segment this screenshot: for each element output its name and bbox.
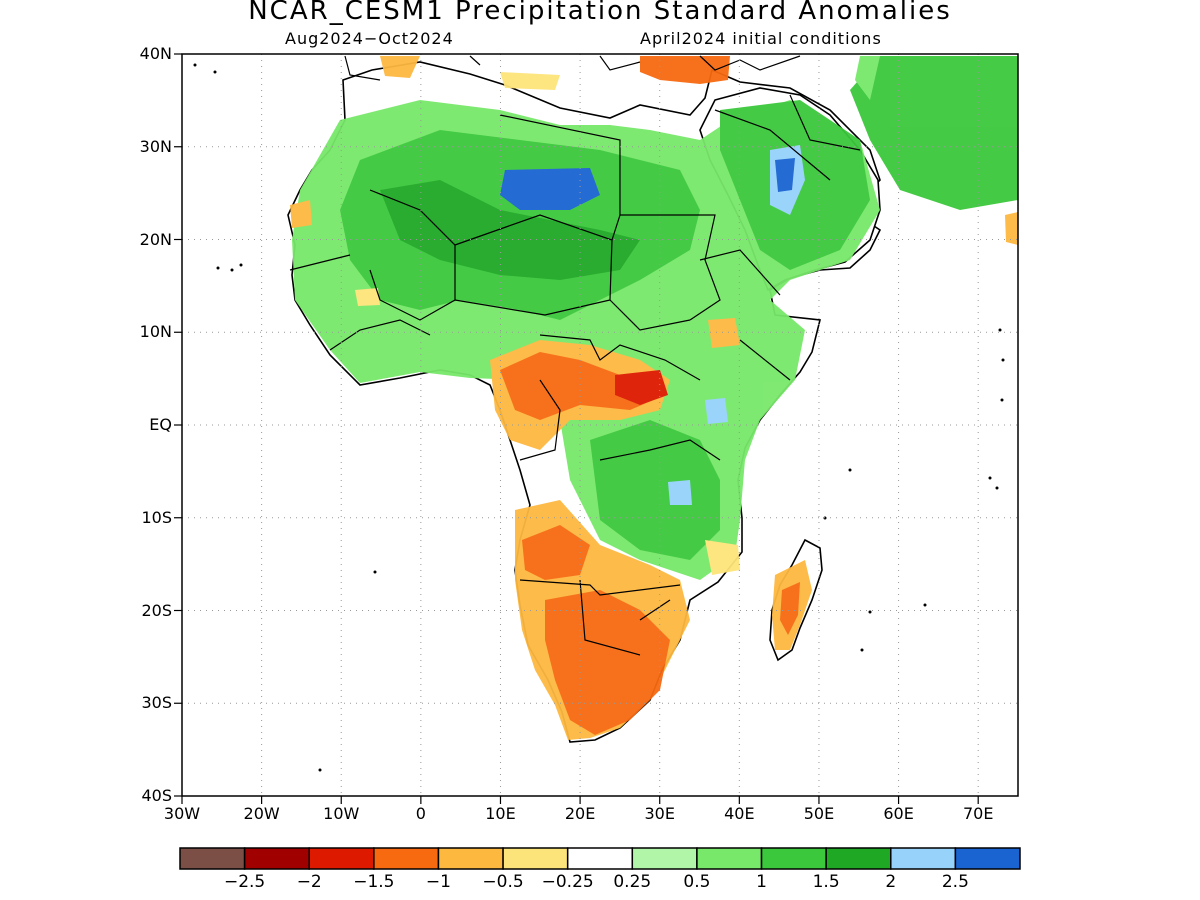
colorbar-swatch [631,847,698,870]
colorbar-swatch [566,847,634,870]
colorbar-label: 1 [756,872,767,892]
colorbar-swatch [696,847,763,870]
axis-ticks [174,53,979,804]
forecast-period: Aug2024−Oct2024 [285,29,454,48]
colorbar-label: 1.5 [812,872,840,892]
colorbar-label: −2.5 [223,872,266,892]
lat-tick-label: 10N [139,322,172,342]
lon-tick-label: 20E [564,804,596,823]
colorbar-swatch [954,847,1021,870]
colorbar-label: −1.5 [353,872,395,892]
lon-tick-label: 0 [415,804,426,823]
colorbar-label: −0.5 [482,872,524,892]
colorbar-label: 2 [885,872,897,892]
colorbar-label: 0.25 [613,872,652,892]
country-borders [289,94,861,656]
colorbar-swatch [502,847,569,870]
lon-tick-label: 50E [803,804,835,823]
colorbar-label: 0.5 [683,872,711,892]
lon-tick-label: 60E [883,804,914,823]
colorbar-swatch [890,847,957,870]
colorbar-swatch [308,847,375,870]
colorbar-label: −1 [425,872,451,892]
colorbar-label: −0.25 [541,872,594,892]
colorbar-label: −2 [296,872,322,892]
map-title: NCAR_CESM1 Precipitation Standard Anomal… [248,0,952,26]
europe-coast [344,55,801,81]
lat-tick-label: 30S [141,693,172,713]
lat-tick-label: 10S [141,507,172,527]
colorbar [179,847,1021,870]
lat-tick-label: EQ [149,415,172,434]
colorbar-swatch [179,847,246,870]
lon-tick-label: 10W [323,804,360,823]
gridlines [182,54,1018,796]
colorbar-swatch [825,847,892,870]
lon-tick-label: 30W [163,804,201,823]
lon-tick-label: 10E [485,804,516,823]
lon-tick-label: 40E [724,804,755,823]
initial-conditions: April2024 initial conditions [640,29,882,48]
lat-tick-label: 20S [141,600,172,620]
colorbar-swatch [760,847,827,870]
colorbar-swatch [373,847,440,870]
colorbar-swatch [243,847,310,870]
lon-tick-label: 70E [962,804,994,823]
lat-tick-label: 30N [139,136,172,156]
lat-tick-label: 40S [141,786,172,805]
colorbar-label: 2.5 [941,872,969,892]
lat-tick-label: 40N [139,44,172,63]
island-dots [193,63,1005,772]
lat-tick-label: 20N [139,229,172,249]
lon-tick-label: 20W [243,804,280,823]
colorbar-swatch [437,847,504,870]
lon-tick-label: 30E [644,804,675,823]
anomaly-shading [290,56,1018,740]
